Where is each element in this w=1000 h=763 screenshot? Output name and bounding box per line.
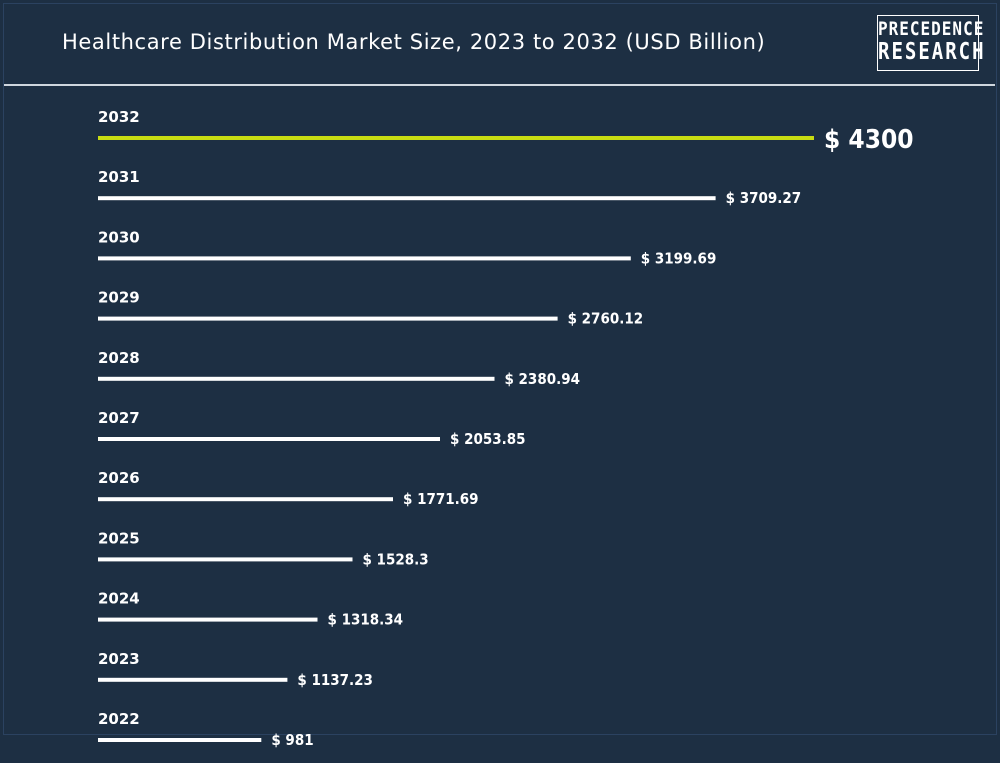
bar-2032 xyxy=(98,136,814,140)
header-divider xyxy=(4,84,995,86)
value-label-2032: $ 4300 xyxy=(824,125,914,155)
category-label-2023: 2023 xyxy=(98,650,140,668)
category-label-2029: 2029 xyxy=(98,289,140,307)
value-label-2024: $ 1318.34 xyxy=(328,611,404,629)
chart-frame xyxy=(3,3,997,735)
value-label-2023: $ 1137.23 xyxy=(297,671,373,689)
category-label-2028: 2028 xyxy=(98,349,140,367)
category-label-2031: 2031 xyxy=(98,168,140,186)
value-label-2022: $ 981 xyxy=(271,731,313,749)
bar-2023 xyxy=(98,677,288,682)
bar-2024 xyxy=(98,617,318,622)
category-label-2027: 2027 xyxy=(98,409,140,427)
value-label-2026: $ 1771.69 xyxy=(403,490,479,508)
value-label-2027: $ 2053.85 xyxy=(450,430,526,448)
category-label-2022: 2022 xyxy=(98,710,140,728)
bar-2022 xyxy=(98,738,262,742)
category-label-2032: 2032 xyxy=(98,108,140,126)
bar-2028 xyxy=(98,376,495,381)
category-label-2025: 2025 xyxy=(98,529,140,547)
precedence-research-logo: PRECEDENCE RESEARCH xyxy=(877,15,986,71)
logo-line-2: RESEARCH xyxy=(878,38,986,66)
value-label-2029: $ 2760.12 xyxy=(568,310,644,328)
bar-2031 xyxy=(98,196,716,201)
value-label-2031: $ 3709.27 xyxy=(726,189,802,207)
logo-line-1: PRECEDENCE xyxy=(878,17,985,40)
value-label-2030: $ 3199.69 xyxy=(641,249,717,267)
category-label-2024: 2024 xyxy=(98,590,140,608)
chart-title: Healthcare Distribution Market Size, 202… xyxy=(62,30,766,54)
bar-2030 xyxy=(98,256,631,261)
bar-2026 xyxy=(98,497,393,502)
bar-2029 xyxy=(98,316,558,321)
value-label-2025: $ 1528.3 xyxy=(362,550,428,568)
value-label-2028: $ 2380.94 xyxy=(504,370,580,388)
bar-2025 xyxy=(98,557,353,562)
category-label-2026: 2026 xyxy=(98,469,140,487)
bar-2027 xyxy=(98,437,440,441)
category-label-2030: 2030 xyxy=(98,228,140,246)
